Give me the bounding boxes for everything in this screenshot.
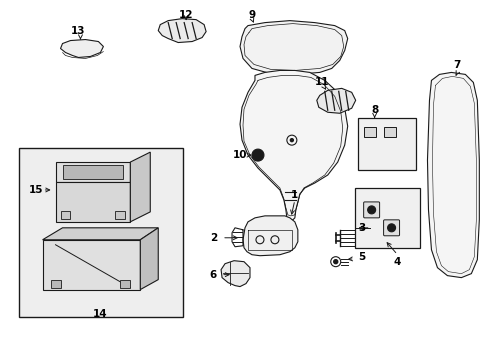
Polygon shape <box>240 21 347 75</box>
Text: 9: 9 <box>248 10 255 20</box>
FancyBboxPatch shape <box>50 280 61 288</box>
Text: 8: 8 <box>370 105 378 115</box>
Text: 1: 1 <box>291 190 298 200</box>
Text: 15: 15 <box>28 185 43 195</box>
FancyBboxPatch shape <box>363 202 379 218</box>
Text: 10: 10 <box>232 150 247 160</box>
FancyBboxPatch shape <box>383 220 399 236</box>
Circle shape <box>290 139 293 141</box>
FancyBboxPatch shape <box>354 188 419 248</box>
Text: 11: 11 <box>314 77 328 87</box>
Polygon shape <box>130 152 150 222</box>
Text: 6: 6 <box>209 270 216 280</box>
Polygon shape <box>62 165 123 179</box>
FancyBboxPatch shape <box>363 127 375 137</box>
Polygon shape <box>158 19 205 42</box>
Polygon shape <box>221 261 249 287</box>
Polygon shape <box>56 162 130 182</box>
Text: 2: 2 <box>210 233 217 243</box>
Polygon shape <box>140 228 158 289</box>
Text: 5: 5 <box>357 252 365 262</box>
Text: 7: 7 <box>453 60 460 71</box>
Polygon shape <box>427 72 478 278</box>
FancyBboxPatch shape <box>61 211 70 219</box>
Polygon shape <box>42 228 158 240</box>
Text: 3: 3 <box>357 223 365 233</box>
Circle shape <box>251 149 264 161</box>
Circle shape <box>367 206 375 214</box>
Circle shape <box>333 260 337 264</box>
Circle shape <box>387 224 395 232</box>
Polygon shape <box>240 71 347 220</box>
Polygon shape <box>243 216 297 256</box>
FancyBboxPatch shape <box>357 118 415 170</box>
FancyBboxPatch shape <box>115 211 125 219</box>
Polygon shape <box>316 88 355 113</box>
Text: 4: 4 <box>393 257 401 267</box>
FancyBboxPatch shape <box>120 280 130 288</box>
FancyBboxPatch shape <box>19 148 183 318</box>
Text: 14: 14 <box>93 310 107 319</box>
Text: 12: 12 <box>179 10 193 20</box>
FancyBboxPatch shape <box>383 127 395 137</box>
Text: 13: 13 <box>71 26 85 36</box>
Polygon shape <box>56 182 130 222</box>
Polygon shape <box>42 240 140 289</box>
Circle shape <box>256 154 259 157</box>
Polygon shape <box>61 40 103 58</box>
